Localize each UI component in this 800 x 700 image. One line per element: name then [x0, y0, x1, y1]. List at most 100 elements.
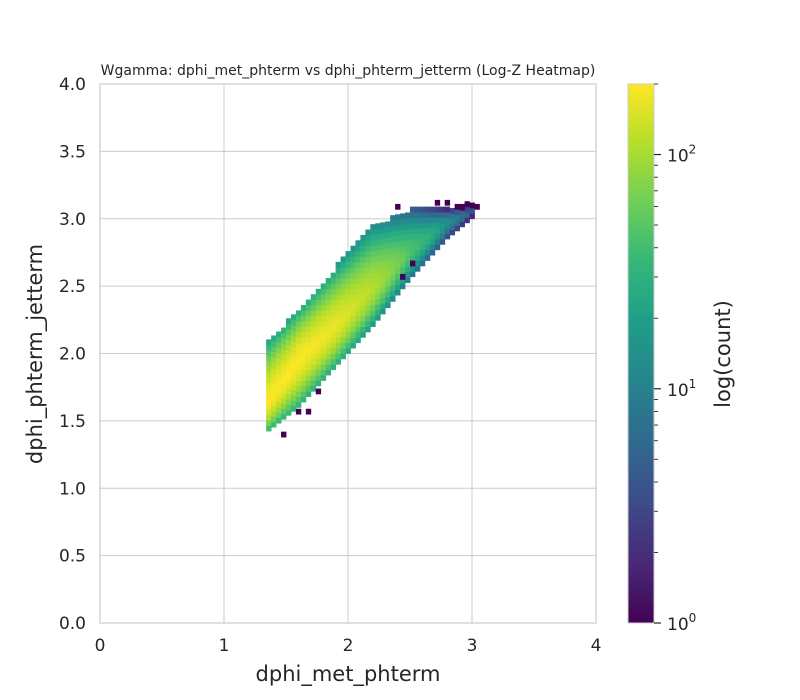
- heatmap-bin: [335, 342, 341, 349]
- heatmap-bin: [276, 380, 282, 386]
- heatmap-bin: [325, 342, 332, 349]
- heatmap-bin: [315, 288, 322, 295]
- heatmap-bin: [429, 217, 436, 224]
- heatmap-bin: [266, 377, 272, 383]
- colorbar-gradient: [627, 83, 655, 624]
- heatmap-bin: [350, 267, 356, 274]
- heatmap-bin: [464, 201, 470, 208]
- heatmap-bin: [375, 223, 381, 230]
- heatmap-bin: [340, 288, 346, 295]
- heatmap-bin: [345, 251, 351, 257]
- y-tick-label: 3.5: [59, 142, 86, 162]
- heatmap-bin: [419, 233, 426, 240]
- heatmap-bin: [464, 217, 470, 224]
- heatmap-bin: [365, 315, 371, 322]
- heatmap-bin: [390, 242, 396, 248]
- heatmap-bin: [310, 304, 317, 311]
- heatmap-bin: [370, 234, 376, 241]
- heatmap-bin: [340, 315, 346, 322]
- heatmap-bin: [355, 245, 361, 252]
- heatmap-bin: [429, 233, 436, 240]
- heatmap-bin: [305, 364, 312, 371]
- heatmap-bin: [340, 342, 346, 349]
- heatmap-bin: [300, 348, 307, 354]
- heatmap-bin: [365, 267, 371, 274]
- heatmap-bin: [335, 353, 341, 360]
- heatmap-bin: [375, 298, 381, 305]
- heatmap-bin: [271, 346, 277, 353]
- x-axis-ticks: 0 1 2 3 4: [95, 636, 602, 656]
- heatmap-bin: [380, 292, 386, 299]
- heatmap-bin: [439, 222, 446, 229]
- heatmap-bin: [444, 212, 451, 218]
- heatmap-bin: [380, 276, 386, 283]
- heatmap-bin: [434, 212, 441, 218]
- heatmap-bin: [345, 342, 351, 349]
- grid-lines: [100, 84, 596, 623]
- heatmap-bin: [370, 315, 376, 322]
- heatmap-bin: [375, 293, 381, 300]
- heatmap-bin: [295, 385, 302, 392]
- heatmap-bin: [375, 244, 381, 251]
- heatmap-bin: [266, 420, 272, 427]
- heatmap-bin: [360, 240, 366, 247]
- heatmap-bin: [395, 214, 401, 221]
- heatmap-bin: [281, 338, 287, 345]
- heatmap-bin: [340, 256, 346, 263]
- heatmap-bin: [295, 375, 302, 381]
- heatmap-bin: [380, 281, 386, 288]
- heatmap-bin: [276, 347, 282, 354]
- heatmap-bin: [320, 294, 327, 300]
- heatmap-bin: [290, 400, 297, 407]
- y-tick-label: 1.0: [59, 479, 86, 499]
- heatmap-bin: [330, 331, 336, 338]
- heatmap-bin: [365, 261, 371, 268]
- heatmap-bin: [320, 310, 327, 317]
- heatmap-bin: [276, 385, 282, 392]
- heatmap-bin: [340, 348, 346, 354]
- heatmap-bin: [281, 408, 287, 415]
- heatmap-bin: [266, 339, 272, 346]
- heatmap-bin: [335, 283, 341, 290]
- heatmap-bin: [429, 249, 436, 256]
- heatmap-bin: [330, 342, 336, 349]
- heatmap-bin: [365, 245, 371, 252]
- heatmap-bin: [395, 257, 401, 264]
- heatmap-bin: [370, 283, 376, 290]
- heatmap-bin: [385, 221, 391, 228]
- heatmap-bin: [325, 348, 332, 354]
- heatmap-bin: [360, 294, 366, 300]
- heatmap-bin: [424, 249, 431, 256]
- heatmap-bin: [271, 400, 277, 406]
- heatmap-bin: [405, 260, 411, 267]
- heatmap-bin: [340, 353, 346, 360]
- heatmap-bin: [266, 371, 272, 378]
- heatmap-bin: [355, 267, 361, 274]
- heatmap-bin: [449, 218, 456, 225]
- heatmap-bin: [410, 222, 416, 229]
- heatmap-bin: [325, 315, 332, 322]
- heatmap-bin: [429, 206, 436, 213]
- heatmap-bin: [335, 331, 341, 338]
- heatmap-bin: [330, 310, 336, 317]
- heatmap-bin: [295, 396, 302, 403]
- y-axis-ticks: 0.0 0.5 1.0 1.5 2.0 2.5 3.0 3.5 4.0: [59, 75, 86, 634]
- heatmap-bin: [281, 381, 287, 388]
- heatmap-bin: [410, 212, 416, 218]
- heatmap-bin: [310, 299, 317, 306]
- heatmap-bin: [345, 304, 351, 311]
- heatmap-bin: [380, 238, 386, 245]
- heatmap-bin: [276, 336, 282, 343]
- heatmap-bin: [295, 380, 302, 387]
- heatmap-bin: [276, 342, 282, 349]
- heatmap-bin: [310, 342, 317, 349]
- heatmap-bin: [365, 278, 371, 284]
- heatmap-bin: [355, 278, 361, 284]
- heatmap-bin: [335, 267, 341, 274]
- heatmap-bin: [340, 294, 346, 300]
- heatmap-bin: [400, 278, 406, 284]
- heatmap-bin: [310, 315, 317, 322]
- heatmap-bin: [434, 206, 441, 213]
- heatmap-bin: [419, 212, 426, 218]
